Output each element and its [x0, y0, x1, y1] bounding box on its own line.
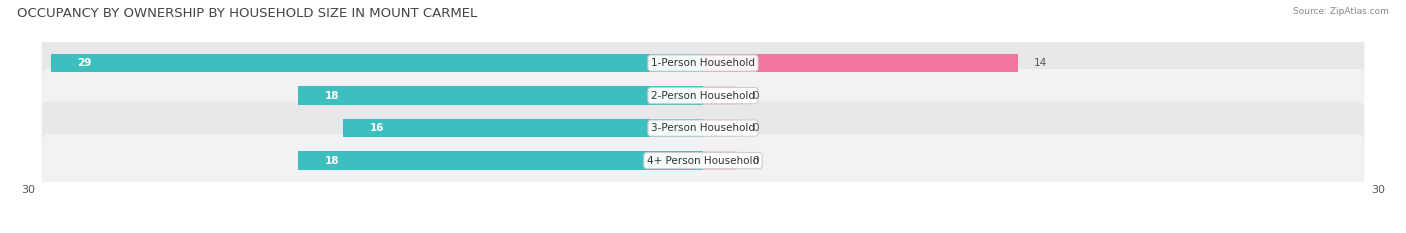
Text: 16: 16	[370, 123, 385, 133]
FancyBboxPatch shape	[42, 102, 1364, 155]
Bar	[298, 86, 703, 105]
Text: 18: 18	[325, 91, 340, 101]
Text: 14: 14	[1033, 58, 1047, 68]
Text: 29: 29	[77, 58, 91, 68]
Text: 4+ Person Household: 4+ Person Household	[647, 156, 759, 166]
Text: 2-Person Household: 2-Person Household	[651, 91, 755, 101]
Bar	[51, 54, 703, 72]
Bar	[298, 151, 703, 170]
Text: 3-Person Household: 3-Person Household	[651, 123, 755, 133]
Bar	[703, 86, 737, 105]
Bar	[703, 119, 737, 137]
Legend: Owner-occupied, Renter-occupied: Owner-occupied, Renter-occupied	[581, 230, 825, 233]
FancyBboxPatch shape	[42, 134, 1364, 187]
Text: 0: 0	[752, 156, 759, 166]
Text: 0: 0	[752, 91, 759, 101]
Text: OCCUPANCY BY OWNERSHIP BY HOUSEHOLD SIZE IN MOUNT CARMEL: OCCUPANCY BY OWNERSHIP BY HOUSEHOLD SIZE…	[17, 7, 477, 20]
Text: 0: 0	[752, 123, 759, 133]
Bar	[703, 54, 1018, 72]
Bar	[343, 119, 703, 137]
Text: Source: ZipAtlas.com: Source: ZipAtlas.com	[1294, 7, 1389, 16]
Text: 18: 18	[325, 156, 340, 166]
FancyBboxPatch shape	[42, 37, 1364, 90]
Text: 1-Person Household: 1-Person Household	[651, 58, 755, 68]
FancyBboxPatch shape	[42, 69, 1364, 122]
Bar	[703, 151, 737, 170]
